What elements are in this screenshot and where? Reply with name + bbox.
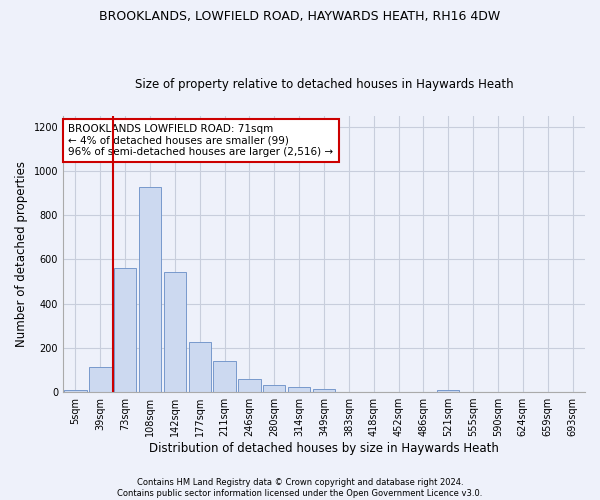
Bar xyxy=(288,386,310,392)
Bar xyxy=(263,385,286,392)
Y-axis label: Number of detached properties: Number of detached properties xyxy=(15,161,28,347)
Text: BROOKLANDS LOWFIELD ROAD: 71sqm
← 4% of detached houses are smaller (99)
96% of : BROOKLANDS LOWFIELD ROAD: 71sqm ← 4% of … xyxy=(68,124,334,158)
Bar xyxy=(114,268,136,392)
Title: Size of property relative to detached houses in Haywards Heath: Size of property relative to detached ho… xyxy=(135,78,514,91)
Bar xyxy=(64,390,86,392)
Bar xyxy=(164,272,186,392)
Bar xyxy=(238,380,260,392)
Bar xyxy=(139,186,161,392)
X-axis label: Distribution of detached houses by size in Haywards Heath: Distribution of detached houses by size … xyxy=(149,442,499,455)
Text: BROOKLANDS, LOWFIELD ROAD, HAYWARDS HEATH, RH16 4DW: BROOKLANDS, LOWFIELD ROAD, HAYWARDS HEAT… xyxy=(100,10,500,23)
Bar xyxy=(437,390,460,392)
Bar xyxy=(89,366,112,392)
Bar xyxy=(313,390,335,392)
Text: Contains HM Land Registry data © Crown copyright and database right 2024.
Contai: Contains HM Land Registry data © Crown c… xyxy=(118,478,482,498)
Bar xyxy=(188,342,211,392)
Bar xyxy=(214,361,236,392)
